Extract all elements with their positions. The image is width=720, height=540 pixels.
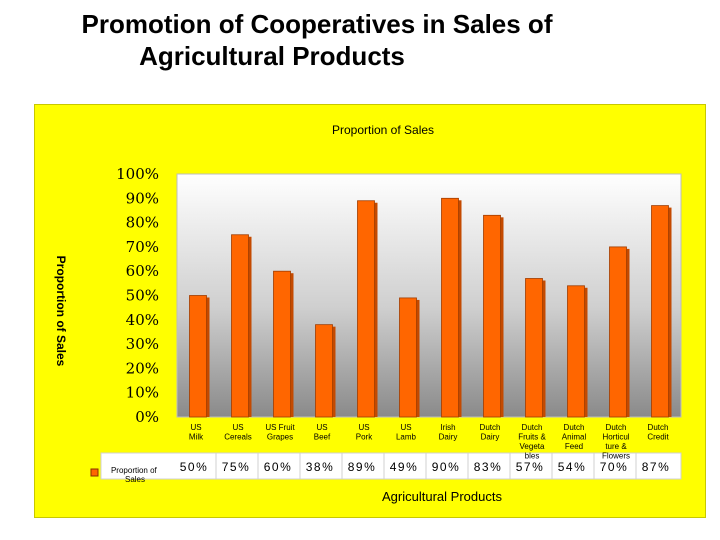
y-tick-label: 20% <box>126 359 159 377</box>
bar <box>567 285 585 418</box>
data-table-value: 89% <box>348 460 377 474</box>
legend-label: Proportion of Sales <box>111 466 159 484</box>
data-table-value: 90% <box>432 460 461 474</box>
y-axis-label: Proportion of Sales <box>54 256 68 367</box>
slide-title: Promotion of Cooperatives in Sales of Ag… <box>0 8 720 72</box>
bar <box>189 295 207 418</box>
x-tick-label: Dutch Animal Feed <box>562 423 587 451</box>
bar-side <box>248 236 252 417</box>
chart-panel: Proportion of Sales Proportion of Sales … <box>34 104 706 518</box>
y-tick-label: 100% <box>116 165 159 183</box>
data-table-value: 54% <box>558 460 587 474</box>
x-tick-label: US Fruit Grapes <box>265 423 295 442</box>
data-table-value: 50% <box>180 460 209 474</box>
data-table-value: 70% <box>600 460 629 474</box>
bar-side <box>416 299 420 417</box>
x-tick-label: Irish Dairy <box>439 423 458 442</box>
x-tick-label: Dutch Dairy <box>480 423 501 442</box>
chart-title: Proportion of Sales <box>332 123 434 137</box>
y-tick-label: 0% <box>135 408 159 426</box>
bar-side <box>542 280 546 417</box>
y-tick-label: 50% <box>126 287 159 305</box>
bar <box>399 297 417 418</box>
bar <box>441 197 459 418</box>
x-tick-label: Dutch Fruits & Vegeta bles <box>518 423 546 461</box>
bar-side <box>290 273 294 417</box>
x-tick-label: US Lamb <box>396 423 417 442</box>
bar-side <box>458 200 462 417</box>
y-tick-label: 10% <box>126 384 159 402</box>
bar-side <box>332 326 336 417</box>
x-tick-label: US Pork <box>356 423 373 442</box>
x-tick-label: US Milk <box>189 423 204 442</box>
y-tick-label: 60% <box>126 262 159 280</box>
data-table-value: 75% <box>222 460 251 474</box>
bar <box>483 214 501 418</box>
y-tick-label: 40% <box>126 311 159 329</box>
data-table-value: 49% <box>390 460 419 474</box>
bar <box>231 234 249 418</box>
bar-chart: Proportion of Sales Proportion of Sales … <box>54 123 682 504</box>
data-table-value: 87% <box>642 460 671 474</box>
y-tick-label: 80% <box>126 214 159 232</box>
data-table-row <box>100 452 682 480</box>
bar <box>651 205 669 418</box>
legend-swatch <box>90 468 99 477</box>
y-tick-label: 70% <box>126 238 159 256</box>
bar-side <box>584 287 588 417</box>
data-table-value: 57% <box>516 460 545 474</box>
bar <box>357 200 375 418</box>
bar <box>525 278 543 418</box>
data-table-value: 83% <box>474 460 503 474</box>
slide-title-line-1: Promotion of Cooperatives in Sales of <box>81 9 553 39</box>
bar <box>273 270 291 418</box>
y-tick-label: 30% <box>126 335 159 353</box>
bar-side <box>374 202 378 417</box>
bar <box>609 246 627 418</box>
x-tick-label: US Cereals <box>224 423 252 442</box>
data-table-value: 60% <box>264 460 293 474</box>
x-axis-label: Agricultural Products <box>382 489 502 504</box>
slide-title-line-2: Agricultural Products <box>139 41 405 71</box>
x-tick-label: Dutch Credit <box>647 423 669 442</box>
x-tick-label: US Beef <box>314 423 331 442</box>
y-tick-label: 90% <box>126 189 159 207</box>
data-table-value: 38% <box>306 460 335 474</box>
bar <box>315 324 333 418</box>
x-tick-label: Dutch Horticul ture & Flowers <box>602 423 630 461</box>
bar-side <box>668 207 672 417</box>
bar-side <box>206 297 210 417</box>
plot-area <box>176 173 682 418</box>
bar-side <box>500 217 504 417</box>
bar-side <box>626 248 630 417</box>
